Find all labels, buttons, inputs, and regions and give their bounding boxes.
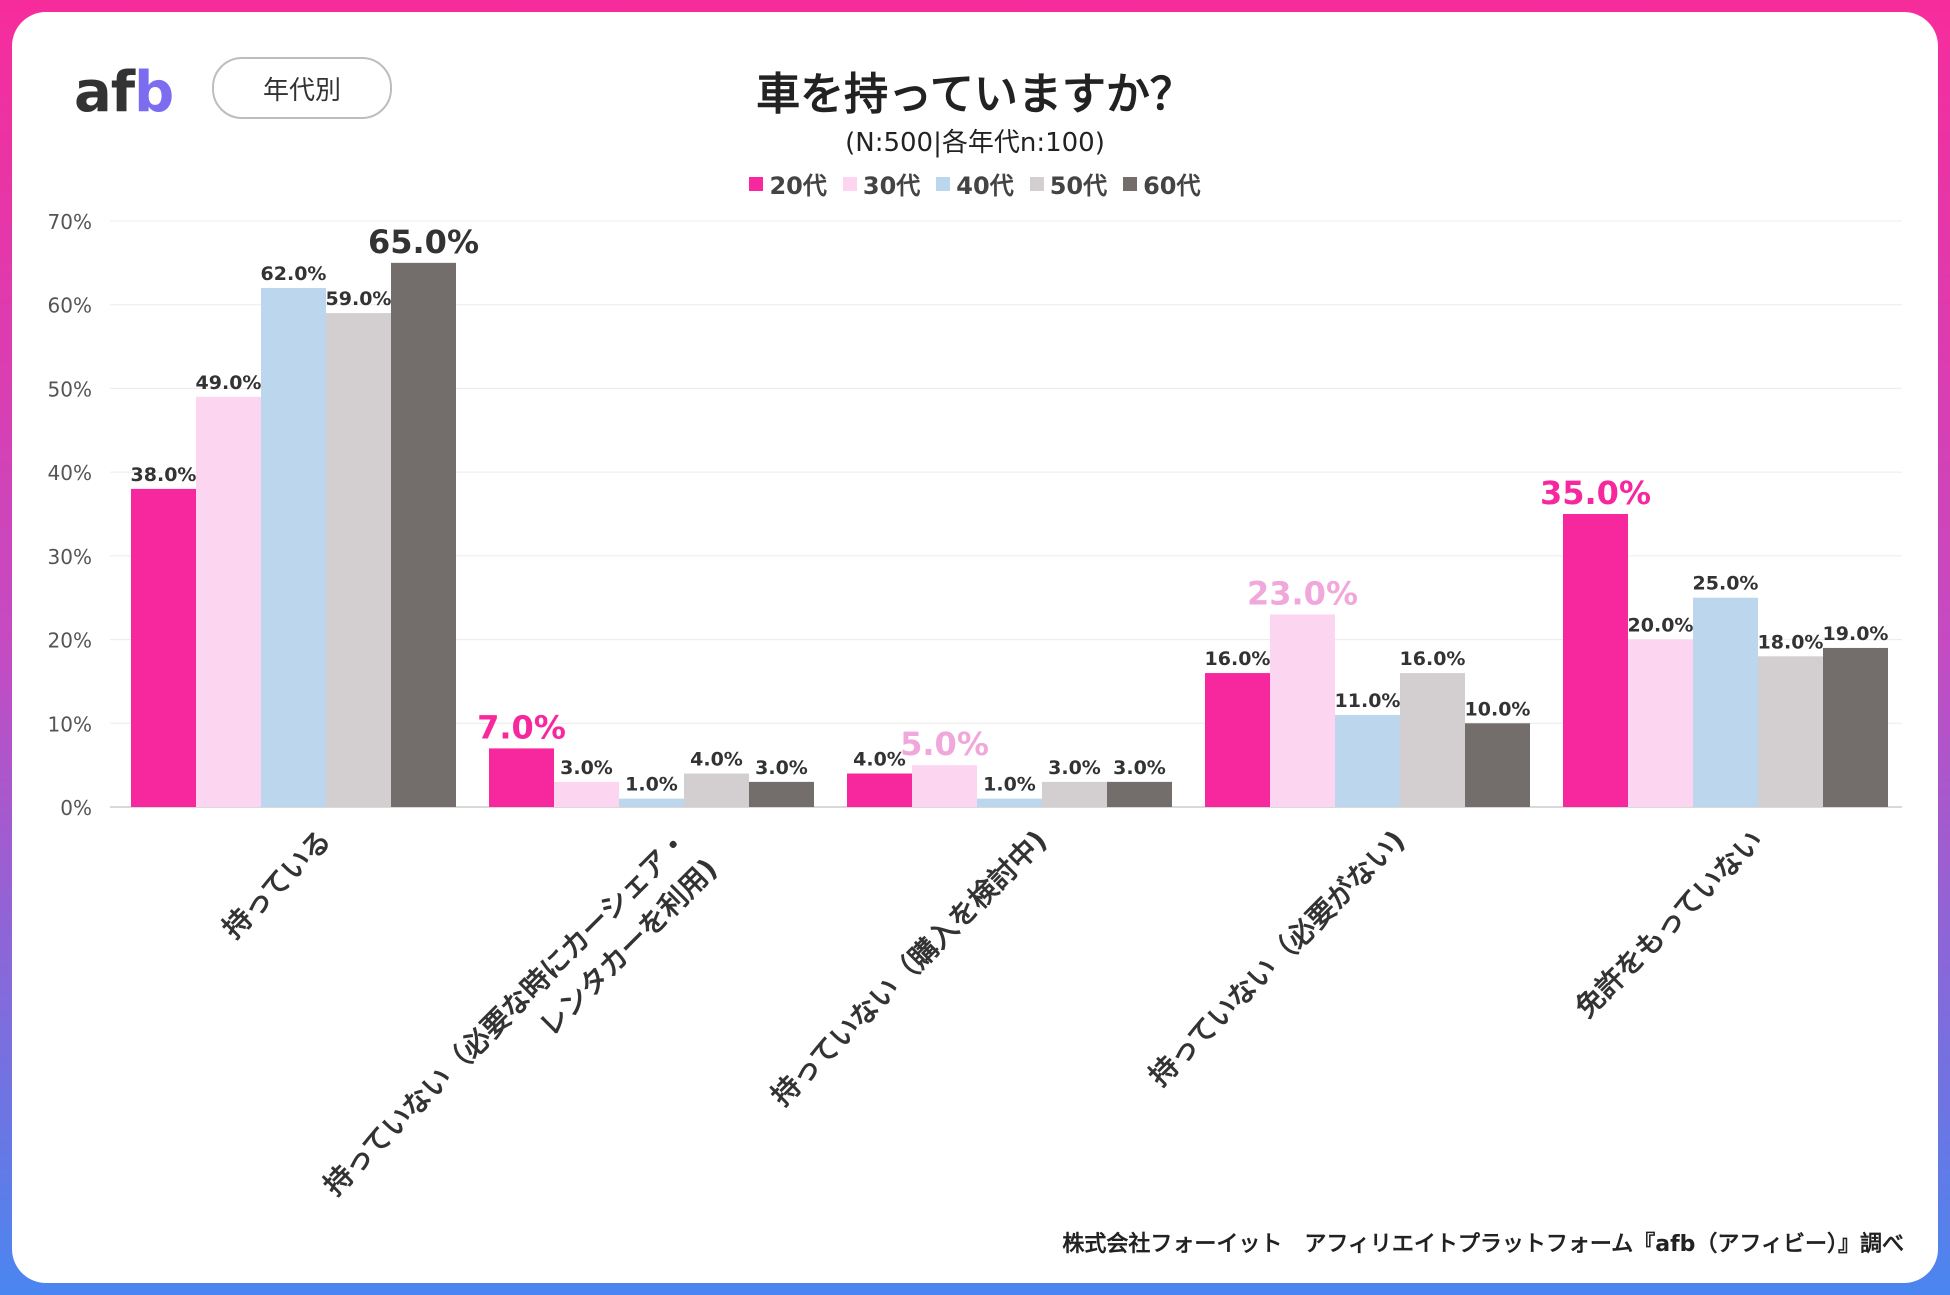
- bar: [1205, 673, 1270, 807]
- legend-label: 60代: [1143, 172, 1201, 200]
- data-label: 65.0%: [368, 223, 479, 261]
- chart-title: 車を持っていますか？: [756, 69, 1194, 120]
- data-label: 1.0%: [625, 774, 678, 796]
- data-label: 16.0%: [1400, 648, 1466, 670]
- data-label: 59.0%: [326, 288, 392, 310]
- bar: [1270, 614, 1335, 807]
- data-label: 23.0%: [1247, 574, 1358, 612]
- y-tick-label: 70%: [48, 210, 92, 234]
- bar: [131, 488, 196, 807]
- y-tick-label: 20%: [48, 629, 92, 653]
- data-label: 62.0%: [261, 263, 327, 285]
- legend-item-40s: 40代: [936, 166, 1014, 201]
- data-label: 10.0%: [1465, 698, 1531, 720]
- x-tick-label-group: 持っていない（必要がない): [1143, 824, 1412, 1093]
- bar: [261, 287, 326, 807]
- bar: [1563, 514, 1628, 807]
- legend: 20代 30代 40代 50代 60代: [0, 166, 1950, 201]
- data-label: 3.0%: [1048, 757, 1101, 779]
- data-label: 1.0%: [983, 774, 1036, 796]
- data-label: 3.0%: [1113, 757, 1166, 779]
- bar: [619, 798, 684, 807]
- y-tick-label: 0%: [60, 796, 92, 820]
- legend-swatch: [842, 176, 857, 191]
- data-label: 5.0%: [900, 725, 989, 763]
- chart-subtitle: (N:500|各年代n:100): [845, 128, 1105, 158]
- data-label: 25.0%: [1693, 573, 1759, 595]
- legend-item-60s: 60代: [1123, 166, 1201, 201]
- category-pill[interactable]: 年代別: [212, 57, 392, 119]
- x-tick-label: 免許をもっていない: [1569, 824, 1770, 1025]
- data-label: 7.0%: [477, 708, 566, 746]
- bar: [847, 773, 912, 807]
- legend-item-30s: 30代: [842, 166, 921, 201]
- bar: [1465, 723, 1530, 807]
- data-label: 3.0%: [560, 757, 613, 779]
- x-tick-label-group: 持っていない（必要な時にカーシェア・レンタカーを利用): [317, 824, 724, 1202]
- bar: [326, 313, 391, 807]
- data-label: 18.0%: [1758, 631, 1824, 653]
- legend-label: 40代: [956, 172, 1014, 200]
- bar: [1335, 714, 1400, 807]
- bar: [1400, 673, 1465, 807]
- x-tick-label: 持っていない（購入を検討中): [765, 824, 1054, 1113]
- y-tick-label: 40%: [48, 461, 92, 485]
- legend-item-20s: 20代: [749, 166, 827, 201]
- data-label: 20.0%: [1628, 615, 1694, 637]
- data-label: 4.0%: [853, 749, 906, 771]
- legend-label: 20代: [769, 172, 827, 200]
- data-label: 16.0%: [1205, 648, 1271, 670]
- y-tick-label: 50%: [48, 377, 92, 401]
- y-tick-label: 10%: [48, 712, 92, 736]
- data-label: 38.0%: [131, 464, 197, 486]
- x-tick-label: 持っている: [216, 824, 337, 945]
- bar: [912, 765, 977, 807]
- bar: [1107, 781, 1172, 807]
- bar: [554, 781, 619, 807]
- bar: [1628, 639, 1693, 807]
- legend-swatch: [1029, 176, 1044, 191]
- x-tick-label-group: 免許をもっていない: [1569, 824, 1770, 1025]
- bar: [684, 773, 749, 807]
- data-label: 35.0%: [1540, 474, 1651, 512]
- bar: [1042, 781, 1107, 807]
- afb-logo: afb: [74, 60, 174, 125]
- legend-swatch: [1123, 176, 1138, 191]
- data-label: 11.0%: [1335, 690, 1401, 712]
- legend-label: 50代: [1049, 172, 1108, 200]
- x-tick-label: 持っていない（必要がない): [1143, 824, 1412, 1093]
- y-tick-label: 60%: [48, 294, 92, 318]
- x-tick-label: 持っていない（必要な時にカーシェア・: [317, 824, 695, 1202]
- source-credit: 株式会社フォーイット アフィリエイトプラットフォーム『afb（アフィビー）』調べ: [1062, 1232, 1904, 1257]
- x-tick-label-group: 持っていない（購入を検討中): [765, 824, 1054, 1113]
- data-label: 49.0%: [196, 372, 262, 394]
- bar: [1823, 647, 1888, 807]
- bar: [391, 262, 456, 807]
- bar: [1693, 597, 1758, 807]
- bar: [1758, 656, 1823, 807]
- legend-swatch: [936, 176, 951, 191]
- legend-swatch: [749, 176, 764, 191]
- legend-label: 30代: [862, 172, 921, 200]
- data-label: 4.0%: [690, 749, 743, 771]
- bar: [196, 396, 261, 807]
- bar: [977, 798, 1042, 807]
- data-label: 19.0%: [1823, 623, 1889, 645]
- bar: [489, 748, 554, 807]
- data-label: 3.0%: [755, 757, 808, 779]
- x-tick-label-group: 持っている: [216, 824, 337, 945]
- legend-item-50s: 50代: [1029, 166, 1108, 201]
- y-tick-label: 30%: [48, 545, 92, 569]
- bar: [749, 781, 814, 807]
